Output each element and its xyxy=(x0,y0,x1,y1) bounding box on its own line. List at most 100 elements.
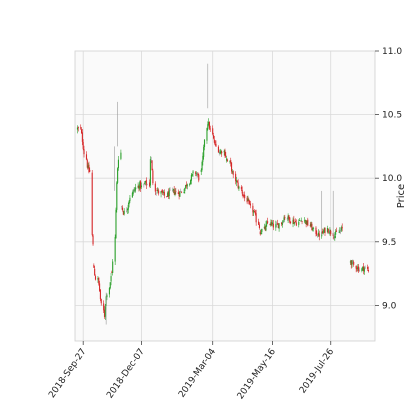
candle-body xyxy=(89,170,91,172)
candle-body xyxy=(138,186,140,188)
candle-body xyxy=(258,224,260,228)
candle-body xyxy=(329,229,331,234)
candle-body xyxy=(88,164,90,173)
candle-body xyxy=(235,173,237,182)
y-tick-label: 10.5 xyxy=(382,111,402,121)
candle-body xyxy=(175,190,177,192)
candle-body xyxy=(135,187,137,190)
candle-body xyxy=(261,228,263,232)
candles xyxy=(76,63,369,325)
candle-body xyxy=(197,173,199,175)
candle-body xyxy=(179,191,181,197)
candle-body xyxy=(275,224,277,228)
candle-body xyxy=(162,192,165,193)
candle-body xyxy=(351,260,353,265)
candle-body xyxy=(146,184,148,186)
candle-body xyxy=(263,226,265,229)
candle-body xyxy=(97,278,99,280)
candle-body xyxy=(212,135,215,139)
candle-body xyxy=(232,171,234,175)
candle-body xyxy=(171,190,174,191)
candle-body xyxy=(276,223,278,225)
candle-body xyxy=(122,211,124,215)
candle-body xyxy=(306,220,308,225)
candle-body xyxy=(181,191,183,193)
candle-body xyxy=(145,180,147,186)
y-tick-label: 11.0 xyxy=(382,47,402,57)
grid-lines xyxy=(75,50,375,341)
y-axis-title: Price xyxy=(396,184,407,208)
candle-body xyxy=(364,267,366,269)
candle-body xyxy=(132,189,134,194)
candle-body xyxy=(292,219,294,225)
candle-body xyxy=(358,269,360,271)
y-tick-label: 9.5 xyxy=(382,238,396,248)
candle-body xyxy=(158,190,160,194)
candle-body xyxy=(85,154,88,160)
candle-body xyxy=(317,232,319,236)
candle-body xyxy=(286,218,288,220)
candle-body xyxy=(212,128,214,135)
candle-body xyxy=(203,139,206,148)
candle-body xyxy=(86,160,88,168)
candle-body xyxy=(231,162,233,172)
candle-body xyxy=(223,151,225,153)
candle-body xyxy=(339,230,341,233)
candle-body xyxy=(194,172,197,174)
candle-body xyxy=(363,267,365,272)
candle-body xyxy=(108,287,110,295)
candle-body xyxy=(224,150,226,157)
candle-body xyxy=(144,180,147,183)
candle-body xyxy=(149,159,151,186)
candle-body xyxy=(140,185,142,188)
candle-body xyxy=(156,190,158,192)
candle-body xyxy=(111,271,113,274)
candle-body xyxy=(195,173,197,174)
candle-body xyxy=(327,229,329,233)
candle-body xyxy=(326,228,329,233)
candle-body xyxy=(94,276,97,280)
candle-body xyxy=(218,152,220,154)
candle-body xyxy=(312,227,315,229)
candle-body xyxy=(162,190,164,194)
candle-body xyxy=(151,160,153,171)
candle-body xyxy=(185,184,187,189)
candle-body xyxy=(190,174,192,181)
candle-body xyxy=(334,235,336,239)
candle-body xyxy=(341,227,343,229)
candle-body xyxy=(299,220,301,221)
x-tick-label: 2018-Sep-27 xyxy=(47,347,88,400)
candle-body xyxy=(278,223,280,229)
candle-body xyxy=(214,141,216,143)
candle-body xyxy=(300,220,302,222)
candle-body xyxy=(200,169,202,172)
candle-body xyxy=(215,143,217,147)
candle-body xyxy=(104,306,106,317)
candle-body xyxy=(318,233,320,237)
candle-body xyxy=(301,221,303,222)
candle-body xyxy=(139,182,141,190)
candle-body xyxy=(277,224,279,228)
candle-body xyxy=(335,230,338,232)
candle-body xyxy=(293,219,295,224)
candle-body xyxy=(271,222,274,225)
candle-body xyxy=(272,223,274,228)
candle-body xyxy=(167,192,169,197)
candle-body xyxy=(264,227,266,230)
candle-body xyxy=(362,266,364,269)
candle-body xyxy=(207,124,209,130)
candle-body xyxy=(131,192,133,198)
candle-body xyxy=(172,188,174,191)
candle-body xyxy=(311,223,313,231)
candle-body xyxy=(103,303,105,311)
candle-body xyxy=(259,231,261,235)
candle-body xyxy=(321,231,324,234)
candle-body xyxy=(253,211,255,213)
candle-body xyxy=(83,149,85,155)
candle-body xyxy=(99,289,101,300)
candle-body xyxy=(353,261,355,265)
candle-body xyxy=(317,236,319,238)
candle-body xyxy=(333,237,335,238)
candle-body xyxy=(247,199,249,202)
candle-body xyxy=(121,207,124,211)
